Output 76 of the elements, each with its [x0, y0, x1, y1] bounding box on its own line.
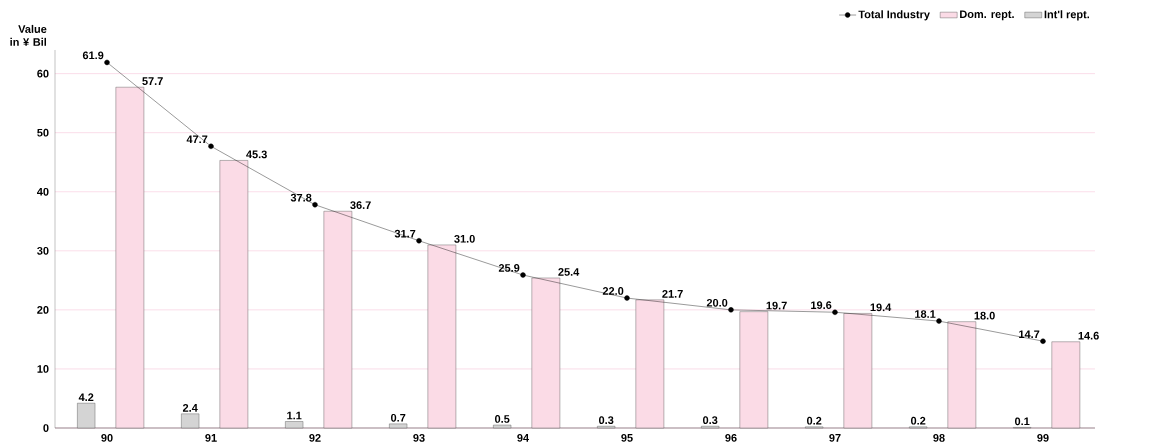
bar: [115, 87, 145, 429]
bar: [843, 313, 873, 429]
x-tick-label: 90: [101, 433, 113, 442]
data-label: 19.7: [766, 301, 787, 310]
bar: [77, 402, 96, 429]
x-tick-label: 95: [621, 433, 633, 442]
data-label: 25.4: [558, 268, 580, 276]
point: [208, 143, 214, 149]
data-label: 2.4: [182, 403, 198, 412]
bar: [531, 277, 561, 429]
data-label: 18.0: [974, 311, 995, 320]
bar: [323, 211, 353, 429]
y-tick-label: 60: [37, 69, 49, 78]
bar: [181, 413, 200, 429]
data-label: 0.1: [1014, 417, 1030, 426]
point: [936, 318, 942, 324]
point: [1040, 338, 1046, 344]
bar: [1051, 341, 1081, 429]
bar: [493, 424, 512, 429]
point: [520, 272, 526, 278]
data-label: 14.7: [1019, 330, 1040, 338]
bar: [285, 421, 304, 429]
data-label: 19.6: [811, 301, 832, 310]
x-tick-label: 93: [413, 433, 425, 442]
data-label: 1.1: [287, 411, 302, 420]
y-tick-label: 10: [37, 365, 49, 373]
data-label: 4.2: [78, 393, 94, 401]
x-tick-label: 91: [205, 433, 217, 442]
data-label: 0.2: [910, 416, 926, 425]
data-label: 47.7: [186, 135, 208, 144]
x-tick-label: 96: [725, 433, 737, 442]
data-label: 19.4: [870, 303, 892, 312]
data-label: 0.3: [599, 416, 614, 425]
data-label: 0.3: [703, 416, 718, 425]
bar: [947, 321, 977, 429]
bar: [427, 244, 457, 429]
data-label: 21.7: [662, 289, 683, 298]
data-label: 36.7: [350, 201, 371, 210]
data-label: 18.1: [915, 310, 936, 318]
legend-label: Int'l rept.: [1044, 10, 1090, 21]
data-label: 37.8: [290, 193, 312, 202]
x-tick-label: 99: [1037, 433, 1049, 442]
x-tick-label: 98: [933, 433, 945, 442]
point: [624, 295, 630, 301]
data-label: 20.0: [706, 298, 728, 307]
y-tick-label: 30: [37, 246, 49, 255]
x-tick-label: 94: [517, 433, 530, 442]
legend-label: Total Industry: [858, 10, 930, 21]
y-tick-label: 40: [37, 187, 49, 196]
data-label: 0.7: [391, 413, 406, 422]
y-tick-label: 20: [37, 306, 49, 314]
bar: [739, 311, 769, 429]
point: [832, 309, 838, 315]
data-label: 45.3: [246, 150, 267, 159]
data-label: 14.6: [1078, 331, 1099, 340]
point: [312, 202, 318, 208]
data-label: 22.0: [602, 287, 624, 295]
point: [104, 59, 110, 66]
y-axis-title: Value in ¥ Bil: [10, 24, 47, 46]
y-tick-label: 0: [43, 424, 49, 432]
data-label: 57.7: [142, 77, 163, 86]
bar: [219, 160, 249, 429]
x-tick-label: 92: [309, 433, 321, 442]
data-label: 25.9: [498, 264, 520, 272]
data-label: 0.5: [495, 415, 510, 423]
x-tick-label: 97: [829, 433, 841, 442]
legend-label: Dom. rept.: [960, 10, 1014, 21]
y-tick-label: 50: [37, 128, 49, 137]
point: [728, 307, 734, 313]
point: [416, 238, 422, 244]
data-label: 31.0: [454, 234, 475, 243]
bar: [635, 299, 665, 429]
data-label: 0.2: [807, 416, 822, 425]
bar: [389, 423, 408, 429]
data-label: 31.7: [394, 229, 416, 238]
data-label: 61.9: [82, 51, 104, 60]
